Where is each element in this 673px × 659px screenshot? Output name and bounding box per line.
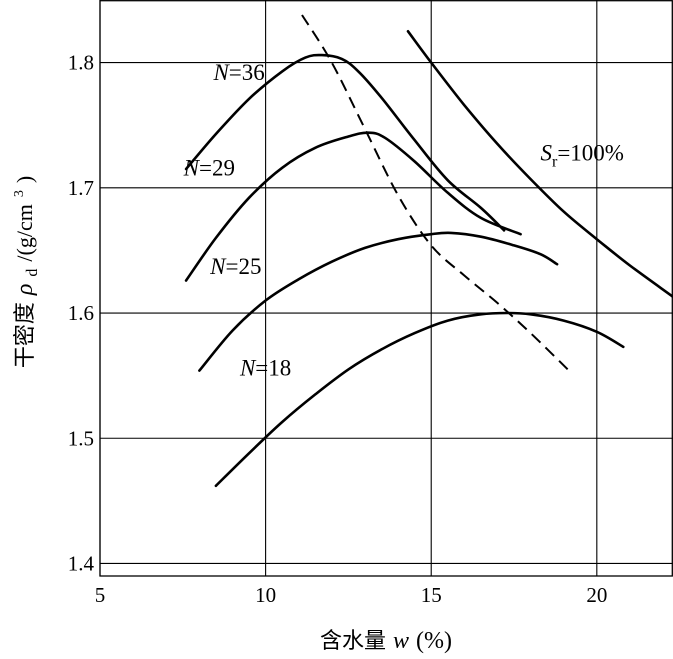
compaction-curve-n-18: [214, 311, 625, 488]
y-tick-label-1.7: 1.7: [68, 176, 94, 200]
y-axis-title: 干密度 ρ d /(g/cm 3 ): [4, 176, 43, 368]
curve-label-n-25: N=25: [209, 254, 261, 279]
x-axis-title-var: w: [393, 628, 409, 654]
x-tick-label-5: 5: [95, 583, 106, 607]
curve-label-n-36: N=36: [212, 60, 264, 85]
x-tick-label-20: 20: [586, 583, 607, 607]
y-axis-title-sub: d: [24, 269, 41, 277]
y-axis-title-prefix: 干密度: [13, 302, 38, 368]
x-axis-title-prefix: 含水量: [320, 629, 386, 654]
x-tick-label-10: 10: [255, 583, 276, 607]
y-axis-title-unit-close: ): [12, 176, 37, 183]
y-tick-label-1.5: 1.5: [68, 426, 94, 450]
curve-labels: N=36 N=29 N=25 N=18 Sr=100%: [183, 60, 624, 381]
saturation-line-sr-100: [406, 30, 673, 299]
saturation-line-label: Sr=100%: [541, 140, 624, 170]
compaction-curve-n-25: [198, 231, 559, 372]
curve-label-n-18: N=18: [239, 356, 291, 381]
grid: [99, 0, 673, 577]
y-axis-title-unit-sup: 3: [12, 190, 27, 197]
series-curves: [184, 14, 673, 488]
plot-frame: [99, 0, 673, 577]
y-axis-title-unit: /(g/cm: [12, 204, 37, 261]
y-axis-title-var: ρ: [12, 284, 38, 297]
y-tick-label-1.4: 1.4: [68, 551, 95, 575]
y-tick-label-1.6: 1.6: [68, 301, 94, 325]
x-tick-label-15: 15: [421, 583, 442, 607]
tick-labels: 5 10 15 20 1.4 1.5 1.6 1.7 1.8: [68, 51, 608, 607]
compaction-curve-n-29: [184, 131, 522, 282]
x-axis-title: 含水量 w (%): [320, 628, 452, 654]
x-axis-title-unit: (%): [416, 628, 452, 654]
compaction-curve-n-36: [184, 53, 506, 232]
optimum-dashed-line: [301, 14, 572, 373]
curve-label-n-29: N=29: [183, 155, 235, 180]
y-tick-label-1.8: 1.8: [68, 51, 94, 75]
